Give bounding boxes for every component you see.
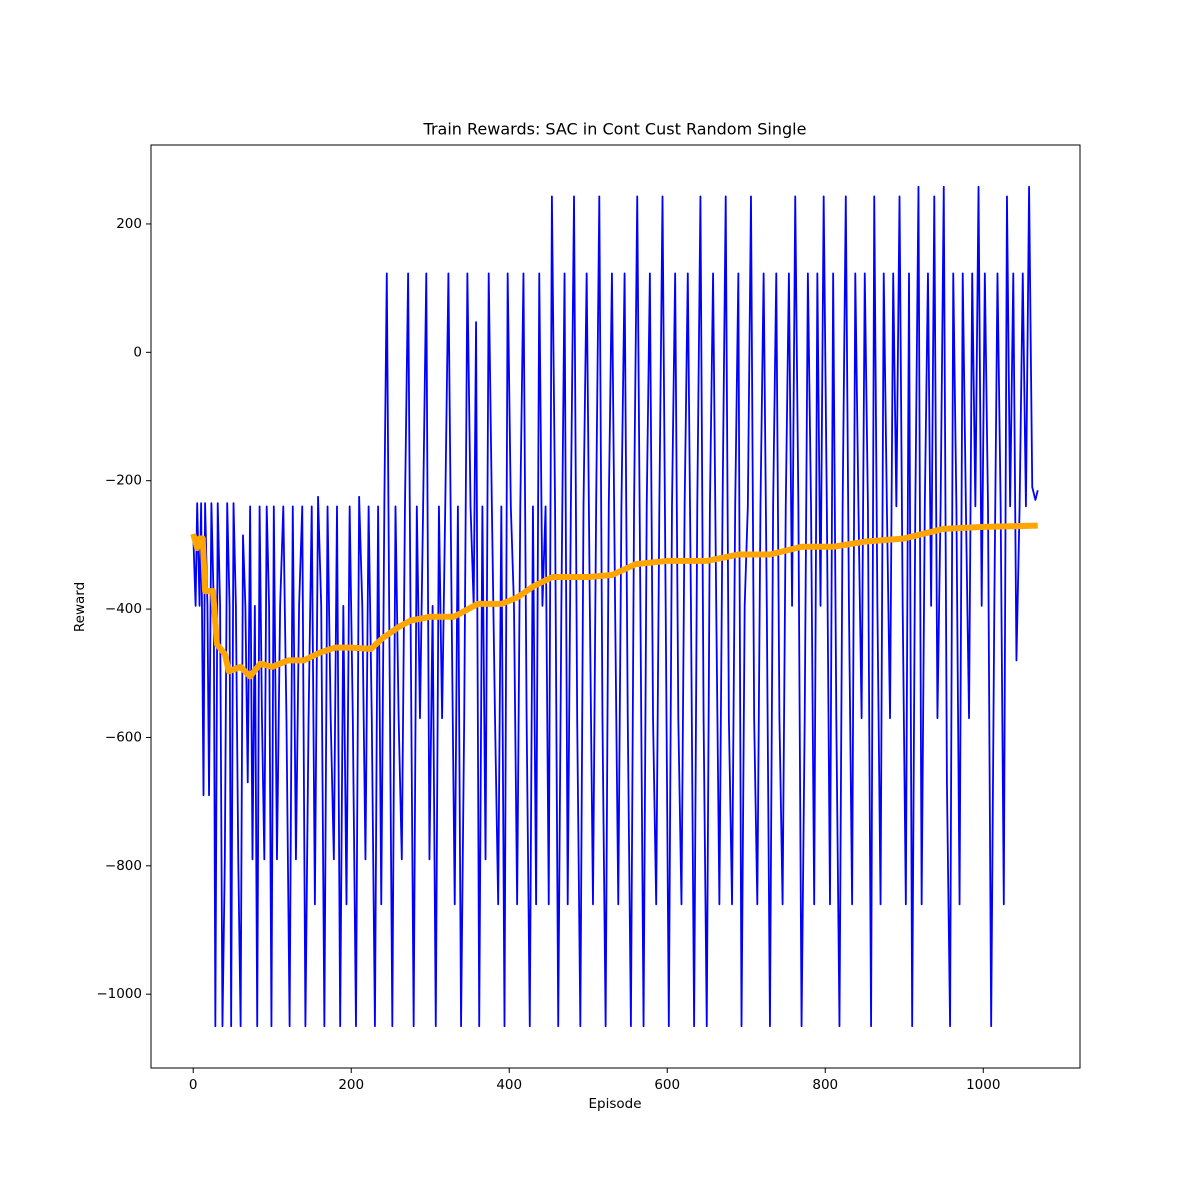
y-tick-label: −200: [105, 473, 142, 489]
x-tick-label: 400: [496, 1077, 522, 1093]
plot-frame: [150, 144, 1081, 1069]
x-tick-label: 600: [654, 1077, 680, 1093]
x-axis-label: Episode: [588, 1096, 641, 1112]
x-tick-label: 200: [338, 1077, 364, 1093]
y-tick-label: −800: [105, 858, 142, 874]
y-tick-label: 200: [116, 216, 142, 232]
y-tick-label: −1000: [96, 986, 142, 1002]
x-tick-label: 800: [812, 1077, 838, 1093]
y-axis-label: Reward: [72, 582, 88, 632]
y-tick-label: −600: [105, 729, 142, 745]
chart-title: Train Rewards: SAC in Cont Cust Random S…: [423, 120, 807, 139]
y-tick-label: 0: [133, 344, 142, 360]
y-tick-label: −400: [105, 601, 142, 617]
x-tick-label: 0: [189, 1077, 198, 1093]
line-series: [192, 185, 1039, 1028]
x-tick-label: 1000: [966, 1077, 1000, 1093]
line-series: [190, 522, 1038, 680]
